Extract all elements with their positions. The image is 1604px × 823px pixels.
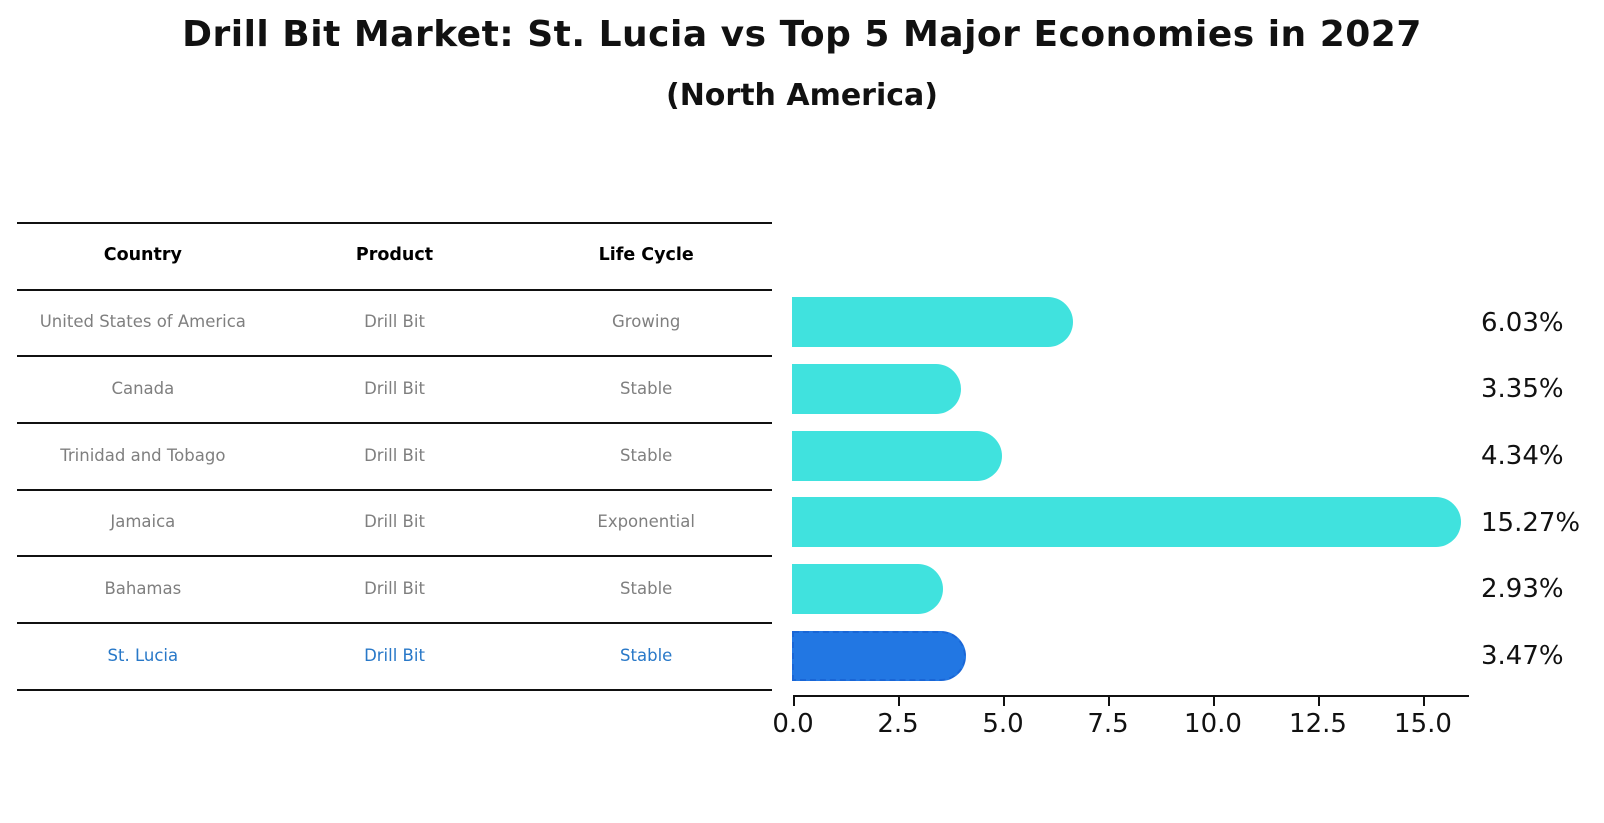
table-cell-country: Canada: [111, 378, 175, 398]
table-cell-life-cycle: Stable: [620, 578, 673, 598]
x-tick-label: 2.5: [877, 709, 919, 739]
table-cell-life-cycle: Stable: [620, 645, 673, 665]
table-separator-line: [17, 555, 772, 558]
table-cell-country: St. Lucia: [107, 645, 179, 665]
x-tick-label: 10.0: [1184, 709, 1242, 739]
table-row-canada: Canada Drill Bit Stable: [17, 355, 772, 421]
table-cell-product: Drill Bit: [364, 645, 425, 665]
table-cell-product: Drill Bit: [364, 445, 425, 465]
table-row-trinidad-and-tobago: Trinidad and Tobago Drill Bit Stable: [17, 422, 772, 488]
table-cell-life-cycle: Exponential: [597, 512, 695, 532]
table-cell-country: Jamaica: [110, 512, 176, 532]
table-separator-line: [17, 288, 772, 291]
table-header-life-cycle: Life Cycle: [598, 245, 694, 265]
table-separator-line: [17, 488, 772, 491]
table-row-jamaica: Jamaica Drill Bit Exponential: [17, 489, 772, 555]
x-axis-line: [793, 695, 1469, 697]
x-tick-mark: [1213, 697, 1215, 706]
chart-title: Drill Bit Market: St. Lucia vs Top 5 Maj…: [182, 14, 1422, 55]
x-tick-label: 5.0: [982, 709, 1024, 739]
bar-bahamas: [792, 564, 944, 614]
x-tick-mark: [1108, 697, 1110, 706]
x-tick-mark: [1003, 697, 1005, 706]
table-row-united-states-of-america: United States of America Drill Bit Growing: [17, 289, 772, 355]
bar-st-lucia: [792, 630, 966, 681]
table-cell-country: Bahamas: [104, 578, 182, 598]
x-tick-label: 7.5: [1087, 709, 1129, 739]
table-separator-line: [17, 622, 772, 625]
table-cell-product: Drill Bit: [364, 578, 425, 598]
table-separator-line: [17, 355, 772, 358]
table-cell-product: Drill Bit: [364, 378, 425, 398]
x-tick-mark: [898, 697, 900, 706]
x-tick-mark: [1423, 697, 1425, 706]
table-header-row: Country Product Life Cycle: [17, 222, 772, 288]
table-cell-country: United States of America: [39, 312, 246, 332]
table-cell-product: Drill Bit: [364, 312, 425, 332]
table-cell-country: Trinidad and Tobago: [60, 445, 226, 465]
value-label-trinidad-and-tobago: 4.34%: [1481, 440, 1564, 471]
bar-canada: [792, 364, 961, 414]
table-header-product: Product: [355, 245, 434, 265]
value-label-united-states-of-america: 6.03%: [1481, 307, 1564, 338]
bar-trinidad-and-tobago: [792, 430, 1003, 481]
table-header-country: Country: [103, 245, 182, 265]
table-row-st-lucia: St. Lucia Drill Bit Stable: [17, 622, 772, 688]
value-label-st-lucia: 3.47%: [1481, 640, 1564, 671]
table-cell-life-cycle: Growing: [612, 312, 681, 332]
table-cell-life-cycle: Stable: [620, 445, 673, 465]
value-label-bahamas: 2.93%: [1481, 574, 1564, 605]
x-tick-mark: [793, 697, 795, 706]
value-label-jamaica: 15.27%: [1481, 507, 1581, 538]
bar-united-states-of-america: [792, 297, 1074, 348]
table-row-bahamas: Bahamas Drill Bit Stable: [17, 555, 772, 621]
table-separator-line: [17, 222, 772, 224]
table-cell-product: Drill Bit: [364, 512, 425, 532]
x-tick-label: 12.5: [1289, 709, 1347, 739]
x-tick-label: 15.0: [1394, 709, 1452, 739]
x-tick-mark: [1318, 697, 1320, 706]
chart-subtitle: (North America): [665, 78, 938, 113]
value-label-canada: 3.35%: [1481, 374, 1564, 405]
table-separator-line: [17, 422, 772, 424]
table-cell-life-cycle: Stable: [620, 378, 673, 398]
bar-plot-area: [792, 289, 1469, 689]
x-tick-label: 0.0: [772, 709, 814, 739]
table-separator-line: [17, 688, 772, 691]
bar-jamaica: [792, 497, 1462, 548]
